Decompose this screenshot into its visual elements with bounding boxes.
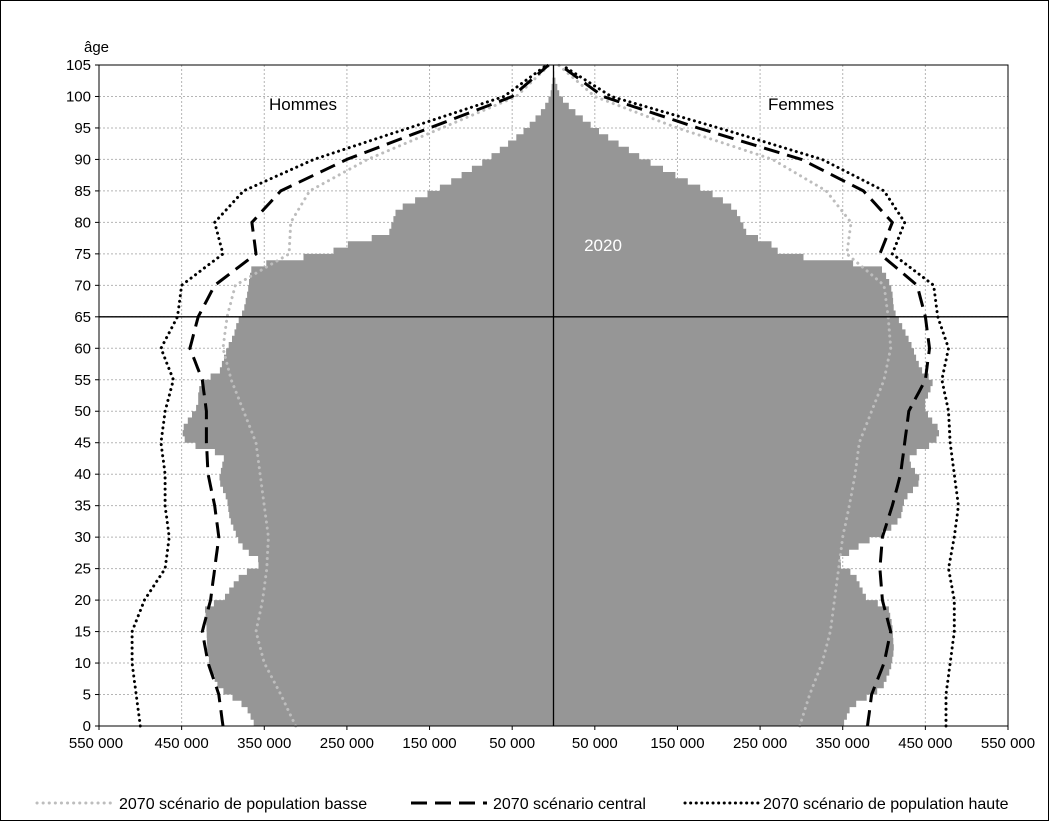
- y-tick-label: 45: [74, 435, 91, 452]
- y-tick-label: 100: [66, 88, 91, 105]
- y-tick-label: 30: [74, 529, 91, 546]
- x-tick-label: 250 000: [733, 735, 787, 752]
- y-tick-label: 40: [74, 466, 91, 483]
- y-tick-label: 50: [74, 403, 91, 420]
- x-tick-label: 450 000: [155, 735, 209, 752]
- legend-item-low: 2070 scénario de population basse: [35, 796, 367, 813]
- y-tick-label: 35: [74, 498, 91, 515]
- y-axis-label: âge: [84, 39, 109, 56]
- annotation-men: Hommes: [269, 95, 337, 114]
- x-tick-label: 50 000: [572, 735, 618, 752]
- y-tick-label: 60: [74, 340, 91, 357]
- y-tick-label: 85: [74, 183, 91, 200]
- series-2-men-line: [130, 63, 549, 728]
- legend: 2070 scénario de population basse 2070 s…: [35, 796, 1009, 813]
- x-tick-label: 150 000: [402, 735, 456, 752]
- legend-item-central: 2070 scénario central: [411, 796, 646, 813]
- series-0-men-line: [221, 63, 551, 728]
- y-tick-label: 0: [83, 718, 91, 735]
- x-tick-label: 50 000: [489, 735, 535, 752]
- y-tick-label: 90: [74, 151, 91, 168]
- y-tick-label: 105: [66, 57, 91, 74]
- legend-item-high: 2070 scénario de population haute: [683, 796, 1009, 813]
- x-tick-label: 150 000: [650, 735, 704, 752]
- x-tick-label: 250 000: [320, 735, 374, 752]
- legend-label-low: 2070 scénario de population basse: [119, 796, 367, 813]
- annotation-year: 2020: [584, 236, 622, 255]
- legend-label-high: 2070 scénario de population haute: [763, 796, 1009, 813]
- series-2-women-line: [560, 63, 960, 728]
- pyramid-2020: [182, 65, 939, 726]
- y-tick-label: 25: [74, 561, 91, 578]
- x-tick-label: 350 000: [237, 735, 291, 752]
- x-tick-label: 450 000: [898, 735, 952, 752]
- y-tick-label: 65: [74, 309, 91, 326]
- series-0-women-line: [557, 63, 893, 728]
- pyramid-2020-women: [553, 65, 939, 726]
- x-tick-label: 550 000: [69, 735, 123, 752]
- y-tick-label: 15: [74, 624, 91, 641]
- y-tick-label: 80: [74, 214, 91, 231]
- scenario-series: [130, 63, 960, 728]
- tick-labels: 0 5 10 15 20 25 30 35 40 45 50 55 60 65 70 75 80 85 90 95 10…: [66, 57, 1035, 752]
- y-tick-label: 95: [74, 120, 91, 137]
- annotation-women: Femmes: [768, 95, 834, 114]
- x-tick-label: 550 000: [981, 735, 1035, 752]
- y-tick-label: 55: [74, 372, 91, 389]
- series-1-women-line: [559, 63, 932, 727]
- pyramid-2020-men: [182, 65, 554, 726]
- y-tick-label: 70: [74, 277, 91, 294]
- y-tick-label: 5: [83, 687, 91, 704]
- x-tick-label: 350 000: [816, 735, 870, 752]
- axes: [95, 64, 1009, 730]
- y-tick-label: 20: [74, 592, 91, 609]
- legend-label-central: 2070 scénario central: [493, 796, 646, 813]
- y-tick-label: 10: [74, 655, 91, 672]
- y-tick-label: 75: [74, 246, 91, 263]
